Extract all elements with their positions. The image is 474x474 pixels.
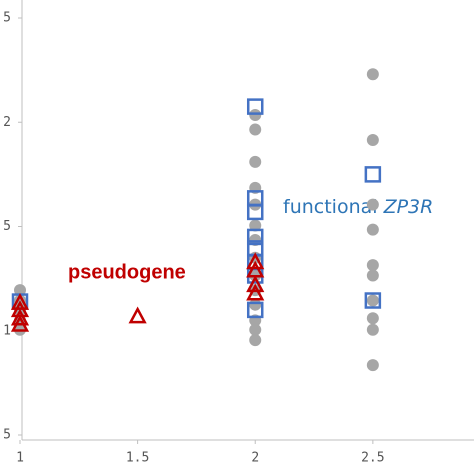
point [249,334,262,347]
point [246,98,264,115]
y-tick-label: 5 [3,428,11,443]
point [366,68,379,81]
y-tick-label: 1 [3,323,11,338]
point [14,284,26,297]
point [249,298,262,311]
point [366,133,379,146]
point [249,155,262,168]
point [246,283,265,301]
annotation: functional ZP3R [283,196,433,218]
point [10,292,30,310]
point [246,301,264,319]
x-tick-label: 2.5 [361,451,384,466]
point [249,219,262,232]
point [366,269,379,282]
point [366,312,379,325]
point [366,294,379,307]
y-tick-label: 5 [3,11,11,26]
point [246,228,264,246]
y-tick-label: 5 [3,219,11,234]
point [366,198,379,211]
annotation-text: functional [283,196,384,218]
annotation-italic: ZP3R [383,196,434,218]
point [366,359,379,372]
point [10,314,30,332]
point [366,323,379,336]
point [246,203,264,221]
annotation: pseudogene [68,261,186,283]
point [364,292,382,309]
point [366,223,379,236]
point [249,323,262,336]
point [10,308,30,326]
point [249,123,262,136]
point [249,108,262,121]
x-tick-label: 2 [251,451,259,466]
x-tick-label: 1.5 [126,451,149,466]
point [128,306,147,324]
point [246,252,265,270]
point [366,259,379,272]
point [246,275,265,293]
y-tick-label: 2 [3,115,11,130]
x-tick-label: 1 [16,451,24,466]
point [364,166,382,183]
